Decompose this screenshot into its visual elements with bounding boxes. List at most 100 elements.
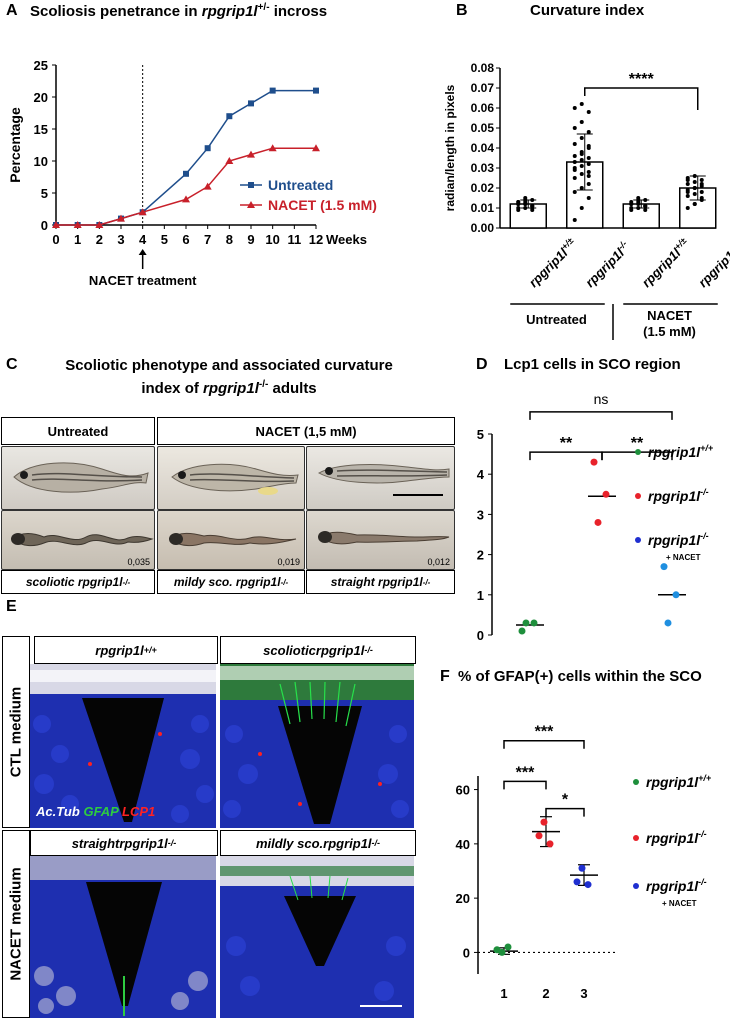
x-tick-label: 2 <box>542 986 549 1001</box>
panel-e-letter: E <box>6 598 17 615</box>
data-point <box>685 206 690 210</box>
data-point <box>535 832 543 840</box>
data-point <box>692 202 697 206</box>
y-tick-label: 25 <box>34 58 48 73</box>
panel-c-title-line2: index of rpgrip1l-/- adults <box>44 375 414 398</box>
bracket-left <box>503 780 547 790</box>
data-point <box>586 196 591 200</box>
micrograph-wt-ctl-image <box>30 664 216 828</box>
e-header-wt-gene: rpgrip1l <box>95 642 144 658</box>
data-point <box>685 190 690 194</box>
data-point <box>546 840 554 848</box>
legend-label: rpgrip1l-/- <box>648 487 709 504</box>
micrograph-mild-nacet-image <box>220 856 414 1018</box>
data-point <box>586 144 591 148</box>
data-point <box>530 619 538 627</box>
panel-f-title: % of GFAP(+) cells within the SCO <box>458 668 702 685</box>
treatment-annotation: NACET treatment <box>89 273 197 288</box>
data-point <box>579 136 584 140</box>
micrograph-mild-nacet <box>220 856 414 1018</box>
data-point <box>504 943 512 951</box>
data-point <box>699 182 704 186</box>
significance-bracket <box>584 87 699 110</box>
fish-dorsal-untreated: 0,035 <box>1 510 155 570</box>
data-point <box>572 142 577 146</box>
data-point <box>572 168 577 172</box>
y-tick-label: 0.05 <box>471 121 495 135</box>
e-header-wt-sup: +/+ <box>143 645 157 655</box>
data-point <box>586 174 591 178</box>
data-point <box>586 156 591 160</box>
x-tick-label: 8 <box>226 232 233 247</box>
x-tick-label: 3 <box>580 986 587 1001</box>
series-1-point <box>182 195 190 203</box>
group-label-nacet: NACET <box>647 308 692 323</box>
fish-lateral-untreated <box>1 446 155 510</box>
bar-category-label: rpgrip1l-/- <box>582 239 634 291</box>
series-1-point <box>52 221 60 228</box>
panel-a-title-gene: rpgrip1l <box>201 3 258 20</box>
untreated-header: Untreated <box>1 417 155 445</box>
data-point <box>578 864 586 872</box>
y-tick-label: 20 <box>456 891 470 906</box>
panel-c-letter: C <box>6 356 18 373</box>
panel-c-title-line2-pre: index of <box>141 380 204 397</box>
x-tick-label: 5 <box>161 232 168 247</box>
panel-a-title-post: incross <box>269 3 328 20</box>
data-point <box>572 126 577 130</box>
data-point <box>572 160 577 164</box>
panel-c-title-line2-post: adults <box>268 380 317 397</box>
x-tick-label: 2 <box>96 232 103 247</box>
y-tick-label: 0.06 <box>471 101 495 115</box>
micrograph-scoliotic-ctl <box>220 664 414 828</box>
y-tick-label: 0 <box>463 945 470 960</box>
e-header-scoliotic: scoliotic rpgrip1l -/- <box>220 636 416 664</box>
series-1-point <box>312 144 320 152</box>
legend-dot <box>633 779 639 785</box>
fish-lateral-mild <box>157 446 305 510</box>
row-label-nacet-text: NACET medium <box>7 867 25 981</box>
e-header-straight: straight rpgrip1l -/- <box>30 830 218 856</box>
fish-lateral-straight <box>306 446 455 510</box>
group-label-untreated: Untreated <box>526 312 587 327</box>
y-tick-label: 0 <box>41 218 48 233</box>
y-tick-label: 0.07 <box>471 81 495 95</box>
data-point <box>522 619 530 627</box>
row-label-ctl: CTL medium <box>2 636 30 828</box>
data-point <box>572 176 577 180</box>
data-point <box>590 458 598 466</box>
e-header-straight-sup: -/- <box>167 838 177 848</box>
micrograph-straight-nacet-image <box>30 856 216 1018</box>
series-0-point <box>204 145 211 152</box>
data-point <box>685 194 690 198</box>
e-header-mild-sup: -/- <box>371 838 381 848</box>
legend-label: rpgrip1l+/+ <box>648 443 714 460</box>
legend-dot <box>635 449 641 455</box>
caption-straight-text: straight rpgrip1l <box>330 575 423 589</box>
data-point <box>530 198 535 202</box>
e-header-scoliotic-pre: scoliotic <box>263 642 316 658</box>
series-1-point <box>225 157 234 164</box>
curvature-value-mild: 0,019 <box>277 557 300 567</box>
data-point <box>579 152 584 156</box>
data-point <box>573 878 581 886</box>
bracket-right <box>545 807 585 817</box>
stain-legend: Ac.Tub GFAP LCP1 <box>36 804 155 819</box>
series-1-point <box>247 150 255 158</box>
data-point <box>643 208 648 212</box>
data-point <box>572 154 577 158</box>
data-point <box>692 192 697 196</box>
panel-b-title: Curvature index <box>530 2 645 19</box>
treatment-arrow-head <box>138 249 147 255</box>
panel-c-title-line2-gene: rpgrip1l <box>203 380 259 397</box>
panel-c-title-line1: Scoliotic phenotype and associated curva… <box>65 357 393 374</box>
data-point <box>523 206 528 210</box>
legend-label: rpgrip1l-/- <box>648 531 709 548</box>
legend-marker-1 <box>247 201 255 208</box>
data-point <box>572 190 577 194</box>
series-1-point <box>138 208 147 216</box>
legend-label: rpgrip1l-/- <box>646 829 707 846</box>
e-header-mild-gene: rpgrip1l <box>323 835 372 851</box>
data-point <box>518 627 526 635</box>
